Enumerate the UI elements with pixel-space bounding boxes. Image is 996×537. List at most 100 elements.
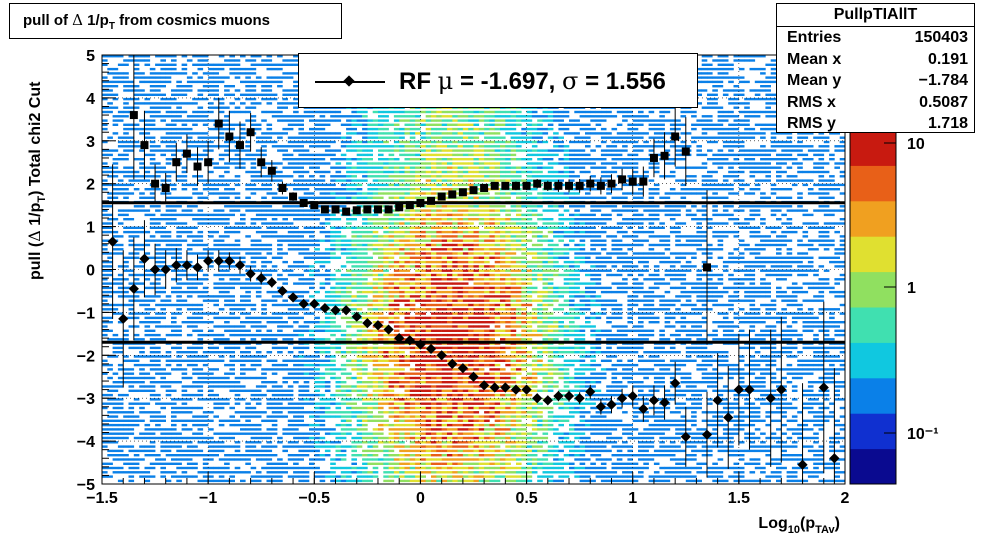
heatmap-cell — [314, 475, 320, 478]
heatmap-cell — [266, 436, 273, 440]
heatmap-cell — [112, 458, 119, 461]
heatmap-cell — [425, 166, 432, 169]
heatmap-cell — [123, 355, 129, 358]
heatmap-cell — [128, 381, 135, 384]
heatmap-cell — [298, 196, 304, 199]
heatmap-cell — [351, 123, 357, 126]
heatmap-cell — [367, 218, 373, 221]
heatmap-cell — [197, 312, 204, 315]
heatmap-cell — [149, 436, 156, 440]
heatmap-cell — [149, 462, 156, 465]
heatmap-cell — [415, 239, 421, 242]
heatmap-cell — [123, 471, 129, 474]
heatmap-cell — [378, 303, 384, 307]
heatmap-cell — [340, 235, 347, 238]
heatmap-cell — [224, 140, 230, 144]
heatmap-cell — [293, 466, 299, 470]
heatmap-cell — [202, 55, 209, 58]
heatmap-cell — [261, 393, 267, 397]
heatmap-cell — [293, 89, 299, 92]
heatmap-cell — [319, 110, 326, 114]
heatmap-cell — [218, 381, 225, 384]
heatmap-cell — [234, 158, 241, 161]
heatmap-cell — [271, 312, 278, 315]
heatmap-cell — [346, 273, 352, 277]
heatmap-cell — [324, 385, 331, 388]
heatmap-cell — [277, 402, 283, 405]
heatmap-cell — [218, 243, 225, 247]
heatmap-cell — [155, 175, 161, 178]
heatmap-cell — [378, 372, 384, 375]
heatmap-cell — [155, 188, 161, 191]
heatmap-cell — [340, 226, 347, 229]
heatmap-cell — [149, 149, 156, 152]
heatmap-cell — [399, 213, 405, 217]
heatmap-cell — [415, 406, 421, 410]
heatmap-cell — [293, 136, 299, 139]
heatmap-cell — [383, 454, 389, 457]
heatmap-cell — [298, 153, 304, 157]
heatmap-cell — [128, 243, 135, 247]
heatmap-cell — [399, 239, 405, 242]
heatmap-cell — [330, 179, 336, 182]
heatmap-cell — [362, 458, 368, 461]
heatmap-cell — [133, 55, 140, 58]
heatmap-cell — [202, 97, 209, 101]
heatmap-cell — [287, 423, 294, 427]
heatmap-cell — [314, 158, 320, 161]
heatmap-cell — [362, 419, 368, 422]
heatmap-cell — [378, 385, 384, 388]
heatmap-cell — [340, 436, 347, 440]
heatmap-cell — [298, 282, 304, 285]
heatmap-cell — [149, 475, 156, 478]
heatmap-cell — [356, 419, 363, 422]
heatmap-cell — [102, 222, 108, 225]
heatmap-cell — [261, 436, 267, 440]
heatmap-cell — [378, 273, 384, 277]
heatmap-cell — [102, 153, 108, 157]
heatmap-cell — [324, 372, 331, 375]
heatmap-cell — [224, 466, 230, 470]
heatmap-cell — [409, 282, 416, 285]
heatmap-cell — [123, 127, 129, 131]
heatmap-cell — [441, 346, 448, 350]
heatmap-cell — [277, 295, 283, 298]
heatmap-cell — [340, 329, 347, 332]
heatmap-cell — [117, 213, 124, 217]
heatmap-cell — [367, 308, 373, 311]
heatmap-cell — [255, 389, 262, 392]
heatmap-cell — [261, 368, 267, 371]
heatmap-cell — [362, 415, 368, 418]
heatmap-cell — [171, 67, 177, 71]
heatmap-cell — [229, 479, 235, 483]
heatmap-cell — [314, 441, 320, 444]
heatmap-cell — [324, 415, 331, 418]
heatmap-cell — [340, 402, 347, 405]
heatmap-cell — [102, 393, 108, 397]
heatmap-cell — [298, 127, 304, 131]
heatmap-cell — [298, 162, 304, 165]
heatmap-cell — [287, 265, 294, 268]
heatmap-cell — [335, 290, 342, 294]
heatmap-cell — [112, 248, 119, 251]
heatmap-cell — [425, 471, 432, 474]
heatmap-cell — [155, 338, 161, 341]
heatmap-cell — [314, 411, 320, 414]
heatmap-cell — [447, 346, 453, 350]
heatmap-cell — [362, 325, 368, 328]
heatmap-cell — [117, 445, 124, 448]
heatmap-cell — [112, 106, 119, 109]
heatmap-cell — [362, 170, 368, 174]
heatmap-cell — [362, 127, 368, 131]
heatmap-cell — [399, 376, 405, 380]
heatmap-cell — [330, 273, 336, 277]
heatmap-cell — [309, 209, 315, 212]
heatmap-cell — [452, 479, 458, 483]
heatmap-cell — [436, 312, 442, 315]
heatmap-cell — [372, 445, 379, 448]
heatmap-cell — [218, 63, 225, 66]
heatmap-cell — [447, 119, 453, 122]
heatmap-cell — [224, 419, 230, 422]
heatmap-cell — [186, 385, 193, 388]
heatmap-cell — [128, 475, 135, 478]
